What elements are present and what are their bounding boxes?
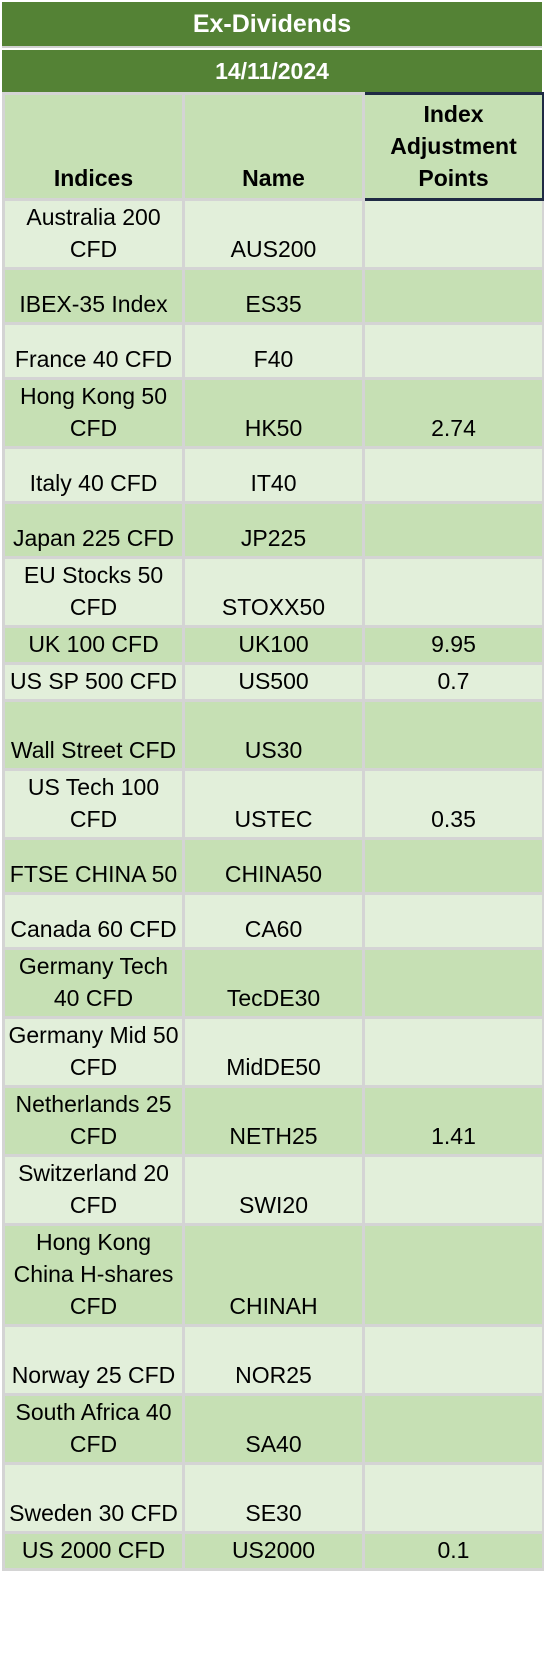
sheet-title: Ex-Dividends bbox=[2, 2, 542, 48]
cell-index: IBEX-35 Index bbox=[2, 267, 185, 325]
cell-index: Switzerland 20 CFD bbox=[2, 1154, 185, 1226]
cell-index: Wall Street CFD bbox=[2, 699, 185, 771]
table-row: Norway 25 CFD NOR25 bbox=[2, 1324, 544, 1396]
cell-name: SA40 bbox=[182, 1393, 365, 1465]
table-row: Germany Tech 40 CFD TecDE30 bbox=[2, 947, 544, 1019]
cell-name: F40 bbox=[182, 322, 365, 380]
cell-adjustment-points bbox=[362, 947, 544, 1019]
table-row: Hong Kong China H-shares CFD CHINAH bbox=[2, 1223, 544, 1327]
cell-adjustment-points: 9.95 bbox=[362, 625, 544, 665]
table-row: Sweden 30 CFD SE30 bbox=[2, 1462, 544, 1534]
cell-index: US Tech 100 CFD bbox=[2, 768, 185, 840]
cell-adjustment-points bbox=[362, 556, 544, 628]
cell-name: US30 bbox=[182, 699, 365, 771]
table-row: US 2000 CFD US2000 0.1 bbox=[2, 1531, 544, 1571]
table-body: Australia 200 CFD AUS200 IBEX-35 Index ES35… bbox=[2, 198, 544, 1571]
cell-index: UK 100 CFD bbox=[2, 625, 185, 665]
cell-name: USTEC bbox=[182, 768, 365, 840]
cell-index: EU Stocks 50 CFD bbox=[2, 556, 185, 628]
table-row: Italy 40 CFD IT40 bbox=[2, 446, 544, 504]
cell-adjustment-points bbox=[362, 1016, 544, 1088]
cell-name: JP225 bbox=[182, 501, 365, 559]
cell-adjustment-points bbox=[362, 1154, 544, 1226]
cell-adjustment-points bbox=[362, 446, 544, 504]
cell-adjustment-points bbox=[362, 322, 544, 380]
cell-index: France 40 CFD bbox=[2, 322, 185, 380]
table-header-row: Indices Name Index Adjustment Points bbox=[2, 92, 544, 201]
cell-adjustment-points: 0.1 bbox=[362, 1531, 544, 1571]
table-row: US SP 500 CFD US500 0.7 bbox=[2, 662, 544, 702]
cell-name: SWI20 bbox=[182, 1154, 365, 1226]
cell-adjustment-points bbox=[362, 1393, 544, 1465]
cell-adjustment-points bbox=[362, 699, 544, 771]
table-row: IBEX-35 Index ES35 bbox=[2, 267, 544, 325]
cell-adjustment-points bbox=[362, 501, 544, 559]
cell-index: US 2000 CFD bbox=[2, 1531, 185, 1571]
cell-name: HK50 bbox=[182, 377, 365, 449]
cell-adjustment-points bbox=[362, 892, 544, 950]
cell-adjustment-points bbox=[362, 267, 544, 325]
table-row: EU Stocks 50 CFD STOXX50 bbox=[2, 556, 544, 628]
cell-name: SE30 bbox=[182, 1462, 365, 1534]
cell-name: UK100 bbox=[182, 625, 365, 665]
cell-index: Sweden 30 CFD bbox=[2, 1462, 185, 1534]
cell-index: US SP 500 CFD bbox=[2, 662, 185, 702]
table-row: UK 100 CFD UK100 9.95 bbox=[2, 625, 544, 665]
cell-name: CHINAH bbox=[182, 1223, 365, 1327]
cell-index: Hong Kong 50 CFD bbox=[2, 377, 185, 449]
cell-index: Canada 60 CFD bbox=[2, 892, 185, 950]
cell-index: Japan 225 CFD bbox=[2, 501, 185, 559]
table-row: Netherlands 25 CFD NETH25 1.41 bbox=[2, 1085, 544, 1157]
header-index-adjustment-points: Index Adjustment Points bbox=[362, 92, 544, 201]
cell-name: US2000 bbox=[182, 1531, 365, 1571]
cell-name: US500 bbox=[182, 662, 365, 702]
header-indices: Indices bbox=[2, 92, 185, 201]
cell-name: STOXX50 bbox=[182, 556, 365, 628]
cell-index: Netherlands 25 CFD bbox=[2, 1085, 185, 1157]
cell-adjustment-points bbox=[362, 1462, 544, 1534]
cell-adjustment-points: 2.74 bbox=[362, 377, 544, 449]
cell-name: CA60 bbox=[182, 892, 365, 950]
header-name: Name bbox=[182, 92, 365, 201]
cell-name: NETH25 bbox=[182, 1085, 365, 1157]
cell-index: Germany Tech 40 CFD bbox=[2, 947, 185, 1019]
cell-index: Australia 200 CFD bbox=[2, 198, 185, 270]
cell-name: ES35 bbox=[182, 267, 365, 325]
table-row: Germany Mid 50 CFD MidDE50 bbox=[2, 1016, 544, 1088]
cell-index: Italy 40 CFD bbox=[2, 446, 185, 504]
cell-name: TecDE30 bbox=[182, 947, 365, 1019]
cell-adjustment-points: 0.35 bbox=[362, 768, 544, 840]
cell-adjustment-points: 1.41 bbox=[362, 1085, 544, 1157]
cell-index: Germany Mid 50 CFD bbox=[2, 1016, 185, 1088]
cell-name: IT40 bbox=[182, 446, 365, 504]
cell-name: MidDE50 bbox=[182, 1016, 365, 1088]
cell-index: Hong Kong China H-shares CFD bbox=[2, 1223, 185, 1327]
table-row: Canada 60 CFD CA60 bbox=[2, 892, 544, 950]
cell-index: South Africa 40 CFD bbox=[2, 1393, 185, 1465]
cell-adjustment-points bbox=[362, 837, 544, 895]
table-row: South Africa 40 CFD SA40 bbox=[2, 1393, 544, 1465]
table-row: FTSE CHINA 50 CHINA50 bbox=[2, 837, 544, 895]
cell-adjustment-points bbox=[362, 1223, 544, 1327]
table-row: Switzerland 20 CFD SWI20 bbox=[2, 1154, 544, 1226]
table-row: France 40 CFD F40 bbox=[2, 322, 544, 380]
cell-index: Norway 25 CFD bbox=[2, 1324, 185, 1396]
table-row: Japan 225 CFD JP225 bbox=[2, 501, 544, 559]
cell-adjustment-points bbox=[362, 1324, 544, 1396]
cell-name: NOR25 bbox=[182, 1324, 365, 1396]
table-row: Australia 200 CFD AUS200 bbox=[2, 198, 544, 270]
cell-adjustment-points bbox=[362, 198, 544, 270]
sheet-date: 14/11/2024 bbox=[2, 50, 542, 92]
cell-adjustment-points: 0.7 bbox=[362, 662, 544, 702]
table-row: US Tech 100 CFD USTEC 0.35 bbox=[2, 768, 544, 840]
table-row: Hong Kong 50 CFD HK50 2.74 bbox=[2, 377, 544, 449]
table-row: Wall Street CFD US30 bbox=[2, 699, 544, 771]
cell-name: CHINA50 bbox=[182, 837, 365, 895]
cell-name: AUS200 bbox=[182, 198, 365, 270]
dividends-table: Indices Name Index Adjustment Points Aus… bbox=[2, 92, 544, 1571]
cell-index: FTSE CHINA 50 bbox=[2, 837, 185, 895]
